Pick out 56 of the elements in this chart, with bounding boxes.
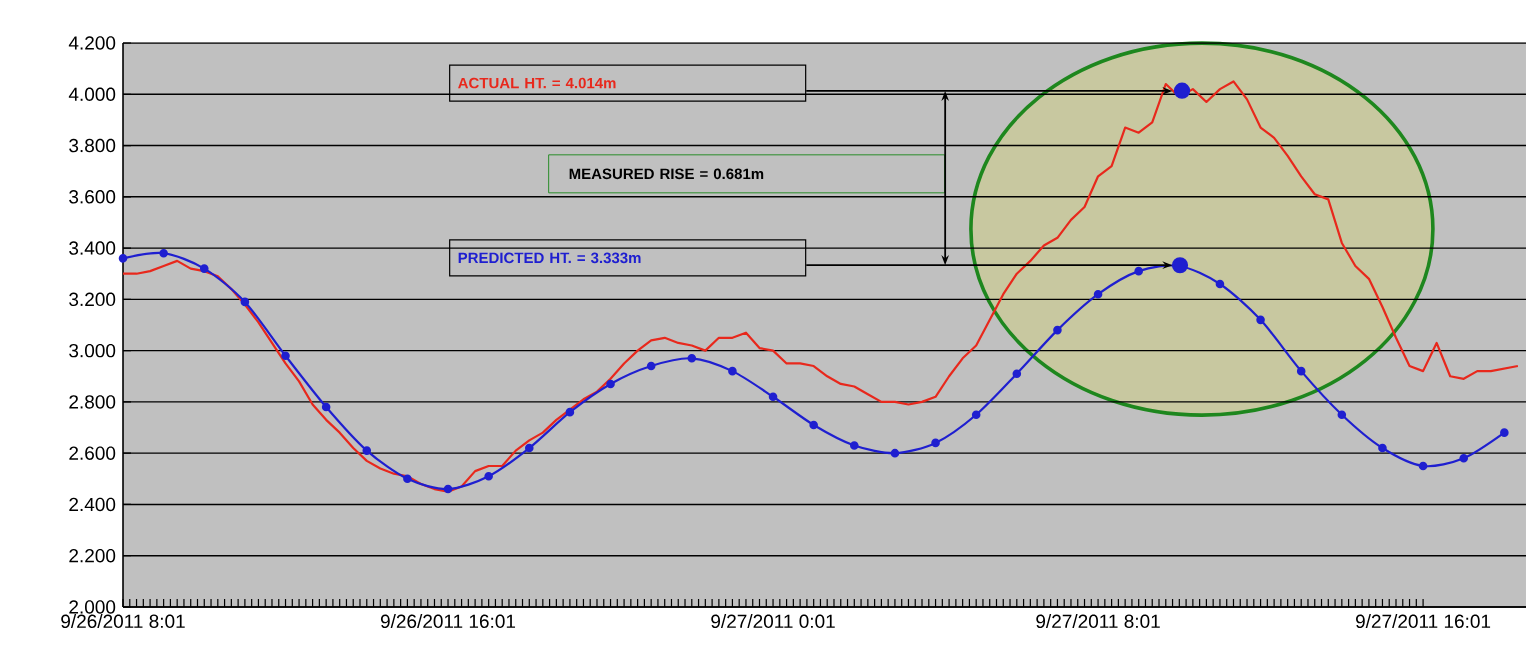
y-tick-label: 2.400: [69, 497, 116, 512]
point: [484, 471, 493, 481]
y-tick-label: 4.000: [68, 87, 116, 101]
annotation: MEASURED RISE = 0.681m: [569, 168, 764, 180]
x-tick-label: 9/27/2011 8:01: [1036, 614, 1160, 629]
y-tick-label: 4.200: [68, 36, 116, 50]
annotation: PREDICTED HT. = 3.333m: [458, 252, 641, 264]
y-tick-label: 3.400: [69, 241, 116, 255]
point: [1500, 428, 1509, 437]
point: [403, 474, 412, 484]
y-tick-label: 2.600: [69, 446, 116, 460]
point: [1173, 82, 1191, 99]
point: [321, 402, 331, 412]
point: [809, 420, 818, 430]
point: [1337, 410, 1347, 420]
point: [1012, 369, 1022, 378]
y-tick-label: 3.000: [69, 343, 116, 358]
point: [1053, 325, 1062, 335]
point: [728, 366, 737, 376]
x-tick-label: 9/26/2011 16:01: [380, 614, 516, 629]
point: [281, 351, 290, 361]
x-tick-label: 9/26/2011 8:01: [61, 614, 185, 629]
point: [240, 297, 250, 307]
y-tick-label: 2.200: [69, 548, 116, 563]
point: [1459, 454, 1469, 463]
point: [1296, 366, 1306, 376]
point: [890, 448, 900, 458]
point: [1256, 315, 1265, 325]
y-tick-label: 3.600: [69, 190, 116, 204]
point: [1093, 289, 1103, 299]
annotation: ACTUAL HT. = 4.014m: [458, 77, 616, 89]
point: [1418, 461, 1428, 471]
x-tick-label: 9/27/2011 0:01: [711, 614, 835, 629]
point: [1171, 257, 1189, 274]
point: [524, 443, 534, 453]
point: [1378, 443, 1387, 453]
point: [971, 410, 981, 420]
point: [931, 438, 940, 448]
point: [1215, 279, 1225, 289]
point: [850, 441, 859, 450]
point: [159, 248, 168, 258]
point: [606, 379, 615, 389]
point: [768, 392, 778, 402]
y-tick-label: 3.200: [69, 292, 116, 307]
point: [118, 254, 128, 263]
y-tick-label: 2.800: [69, 395, 116, 409]
point: [362, 446, 372, 455]
point: [199, 264, 209, 273]
y-tick-label: 2.000: [69, 600, 116, 614]
y-tick-label: 3.800: [69, 138, 116, 153]
point: [443, 484, 453, 494]
point: [565, 407, 575, 417]
point: [687, 354, 697, 363]
point: [646, 361, 656, 371]
x-tick-label: 9/27/2011 16:01: [1355, 614, 1491, 629]
point: [1134, 266, 1143, 276]
